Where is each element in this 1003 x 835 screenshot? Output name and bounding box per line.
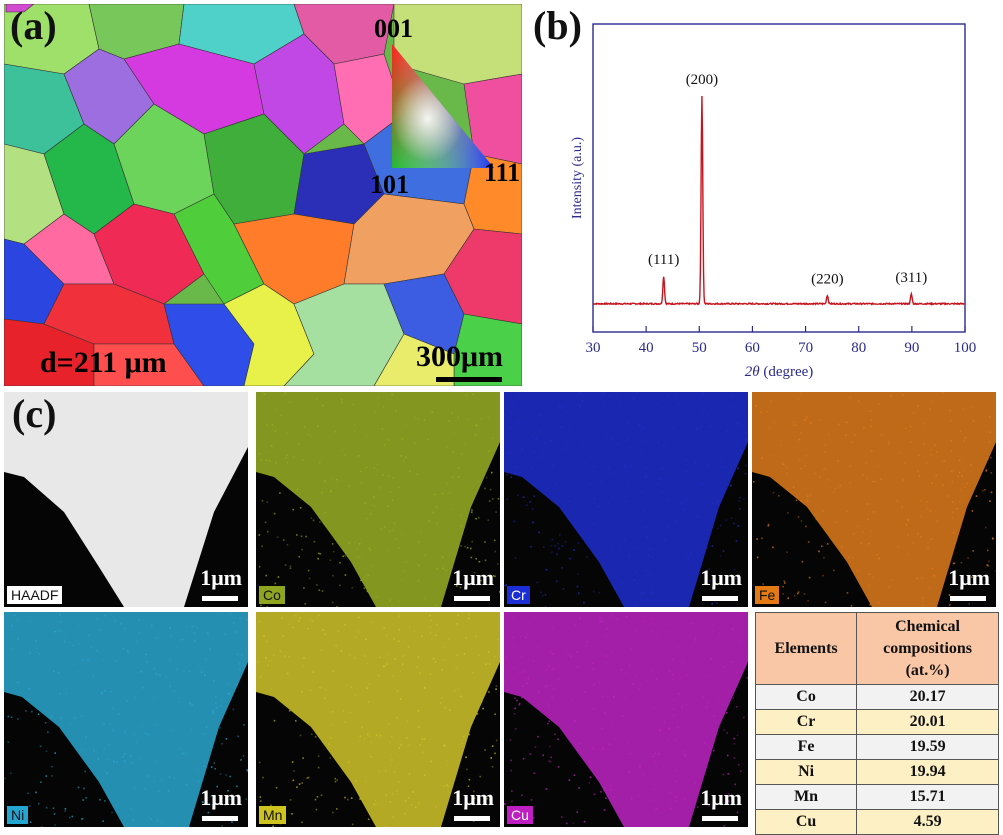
- eds-map-label: Ni: [7, 806, 28, 824]
- x-tick-label: 50: [692, 340, 707, 356]
- eds-scale-label: 1μm: [452, 567, 494, 589]
- eds-map-label: Cr: [507, 586, 530, 604]
- composition-cell: 20.17: [857, 685, 999, 710]
- panel-label-a: (a): [10, 6, 57, 46]
- x-tick-label: 90: [904, 340, 919, 356]
- peak-label: (311): [895, 270, 927, 286]
- eds-map-mn: Mn 1μm: [256, 612, 500, 827]
- panel-label-c: (c): [12, 394, 56, 434]
- eds-scale-bar: [454, 816, 490, 821]
- header-elements: Elements: [756, 613, 857, 685]
- x-tick-label: 40: [639, 340, 654, 356]
- eds-scale-label: 1μm: [200, 787, 242, 809]
- element-cell: Cr: [756, 710, 857, 735]
- composition-cell: 20.01: [857, 710, 999, 735]
- header-compositions-line2: compositions: [857, 638, 998, 660]
- eds-scale-bar: [702, 816, 738, 821]
- header-compositions-line1: Chemical: [857, 616, 998, 638]
- x-tick-label: 30: [586, 340, 601, 356]
- element-cell: Fe: [756, 735, 857, 760]
- ipf-label-111: 111: [484, 160, 520, 186]
- eds-scale-bar: [950, 596, 986, 601]
- eds-map-label: Mn: [259, 806, 286, 824]
- panel-label-b: (b): [533, 6, 582, 46]
- eds-scale-bar: [202, 596, 238, 601]
- composition-cell: 15.71: [857, 785, 999, 810]
- x-axis-label: 2θ (degree): [745, 364, 814, 380]
- eds-map-fe: Fe 1μm: [752, 392, 996, 607]
- xrd-chart-panel: (b) 30 40 50 60 70 80 90 100 2θ (degree) Intensit…: [527, 4, 1003, 386]
- composition-cell: 19.94: [857, 760, 999, 785]
- composition-cell: 19.59: [857, 735, 999, 760]
- eds-map-label: Co: [259, 586, 285, 604]
- x-tick-label: 80: [851, 340, 866, 356]
- y-axis-label: Intensity (a.u.): [570, 137, 585, 219]
- eds-map-co: Co 1μm: [256, 392, 500, 607]
- xrd-chart: 30 40 50 60 70 80 90 100 2θ (degree) Intensity (a…: [527, 4, 1003, 386]
- eds-scale-bar: [202, 816, 238, 821]
- eds-map-cu: Cu 1μm: [504, 612, 748, 827]
- peak-label: (220): [811, 271, 844, 287]
- grain-size-label: d=211 μm: [40, 348, 167, 378]
- x-tick-label: 70: [798, 340, 813, 356]
- ebsd-scale-bar: [436, 377, 502, 382]
- eds-scale-label: 1μm: [200, 567, 242, 589]
- ebsd-map: 001 101 111 d=211 μm 300μm (a): [4, 4, 522, 386]
- eds-map-ni: Ni 1μm: [4, 612, 248, 827]
- header-compositions-line3: (at.%): [857, 660, 998, 682]
- ipf-color-triangle: [388, 40, 498, 172]
- element-cell: Mn: [756, 785, 857, 810]
- composition-table: Elements Chemical compositions (at.%) Co…: [755, 612, 999, 835]
- eds-scale-label: 1μm: [700, 567, 742, 589]
- ebsd-scale-label: 300μm: [416, 342, 503, 372]
- eds-map-label: Cu: [507, 806, 533, 824]
- eds-map-label: Fe: [755, 586, 779, 604]
- x-tick-label: 60: [745, 340, 760, 356]
- ipf-label-101: 101: [370, 172, 409, 198]
- eds-scale-label: 1μm: [948, 567, 990, 589]
- eds-map-label: HAADF: [7, 586, 62, 604]
- x-tick-label: 100: [954, 340, 977, 356]
- eds-map-cr: Cr 1μm: [504, 392, 748, 607]
- eds-scale-bar: [454, 596, 490, 601]
- element-cell: Co: [756, 685, 857, 710]
- element-cell: Ni: [756, 760, 857, 785]
- header-compositions: Chemical compositions (at.%): [857, 613, 999, 685]
- eds-scale-label: 1μm: [452, 787, 494, 809]
- ipf-label-001: 001: [374, 16, 413, 42]
- peak-label: (200): [686, 72, 719, 88]
- eds-scale-label: 1μm: [700, 787, 742, 809]
- eds-scale-bar: [702, 596, 738, 601]
- peak-label: (111): [648, 252, 679, 268]
